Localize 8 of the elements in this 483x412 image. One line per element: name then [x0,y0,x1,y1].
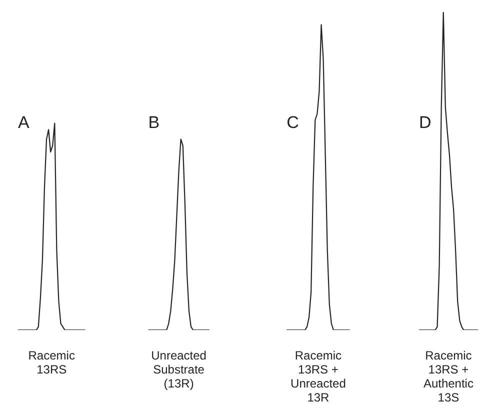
series-label: C [286,112,299,132]
series-label: B [148,112,160,132]
text: Racemic 13RS + Authentic 13S [423,348,474,404]
text: Racemic 13RS [28,348,75,376]
series-label: A [18,112,30,132]
series-label: D [418,112,432,132]
text: Unreacted Substrate (13R) [151,348,206,390]
text: Racemic 13RS + Unreacted 13R [290,348,346,404]
